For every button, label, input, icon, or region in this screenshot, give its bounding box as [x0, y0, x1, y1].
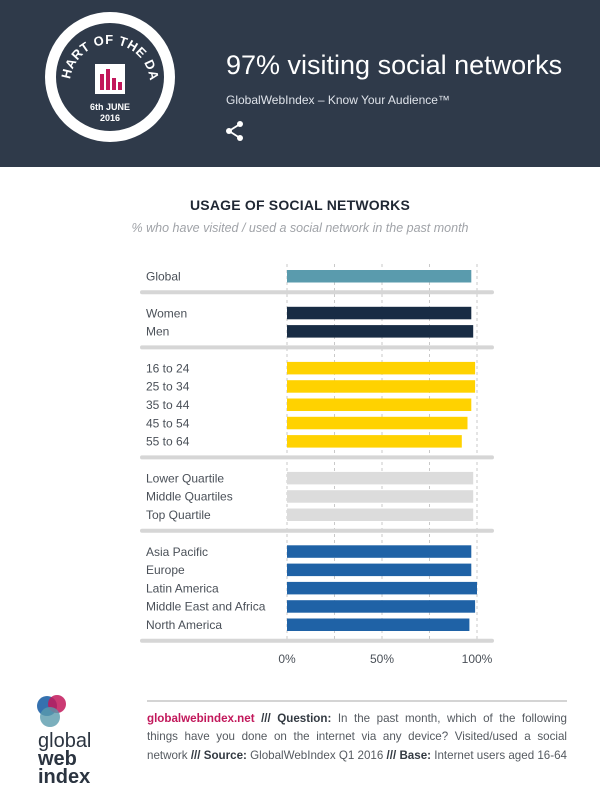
tick-label: 50%: [370, 652, 394, 666]
category-label: 16 to 24: [146, 361, 190, 375]
category-label: Women: [146, 306, 187, 320]
bar: [287, 380, 476, 393]
category-label: Men: [146, 325, 169, 339]
bar: [287, 325, 474, 338]
page-subtitle: GlobalWebIndex – Know Your Audience™: [226, 93, 450, 107]
category-label: 55 to 64: [146, 435, 190, 449]
category-label: 45 to 54: [146, 416, 190, 430]
bar-chart: Global Women Men 16 to 24 25 to 34 35 to 44 45…: [140, 264, 494, 666]
bar: [287, 600, 476, 613]
category-label: Global: [146, 270, 181, 284]
footer-site-link[interactable]: globalwebindex.net: [147, 712, 255, 725]
category-label: Top Quartile: [146, 508, 211, 522]
category-label: Europe: [146, 563, 185, 577]
category-label: 35 to 44: [146, 398, 190, 412]
category-label: Middle East and Africa: [146, 600, 266, 614]
category-label: Asia Pacific: [146, 545, 208, 559]
bar-chart-icon: [95, 64, 125, 94]
logo-word-global: global: [38, 730, 91, 752]
category-label: North America: [146, 618, 222, 632]
bar: [287, 545, 472, 558]
bar: [287, 618, 470, 631]
bar: [287, 416, 468, 430]
category-label: 25 to 34: [146, 380, 190, 394]
bar: [287, 361, 476, 375]
category-label: Lower Quartile: [146, 471, 224, 485]
bar: [287, 563, 472, 577]
bar: [287, 581, 477, 595]
footer-divider: [147, 700, 567, 702]
bar: [287, 490, 474, 503]
chart-of-the-day-badge: CHART OF THE DAY 6th JUNE 2016: [45, 12, 175, 142]
chart-subtitle: % who have visited / used a social netwo…: [131, 221, 469, 235]
share-icon[interactable]: [224, 120, 246, 142]
header-banner: CHART OF THE DAY 6th JUNE 2016 97% visit…: [0, 0, 600, 167]
badge-date: 6th JUNE: [90, 102, 130, 112]
tick-label: 0%: [278, 652, 296, 666]
source-label: Source:: [203, 748, 247, 762]
page-title: 97% visiting social networks: [226, 50, 563, 80]
base-label: Base:: [399, 748, 432, 762]
bar: [287, 270, 472, 283]
logo-word-web: web: [37, 748, 77, 770]
footer-note: globalwebindex.net /// Question: In the …: [147, 712, 568, 762]
logo-word-index: index: [38, 766, 90, 788]
bar: [287, 435, 462, 448]
bar: [287, 398, 472, 411]
globalwebindex-logo: global web index: [37, 695, 91, 788]
bar: [287, 306, 472, 320]
source-text: GlobalWebIndex Q1 2016: [246, 748, 384, 762]
chart-title: USAGE OF SOCIAL NETWORKS: [190, 197, 410, 213]
question-label: Question:: [277, 712, 332, 725]
bar: [287, 508, 474, 521]
bar: [287, 471, 474, 485]
tick-label: 100%: [462, 652, 493, 666]
question-text: In the past month, which of the followin…: [147, 712, 567, 762]
category-label: Latin America: [146, 581, 219, 595]
badge-year: 2016: [100, 113, 120, 123]
base-text: Internet users aged 16-64: [431, 748, 568, 762]
category-label: Middle Quartiles: [146, 490, 233, 504]
